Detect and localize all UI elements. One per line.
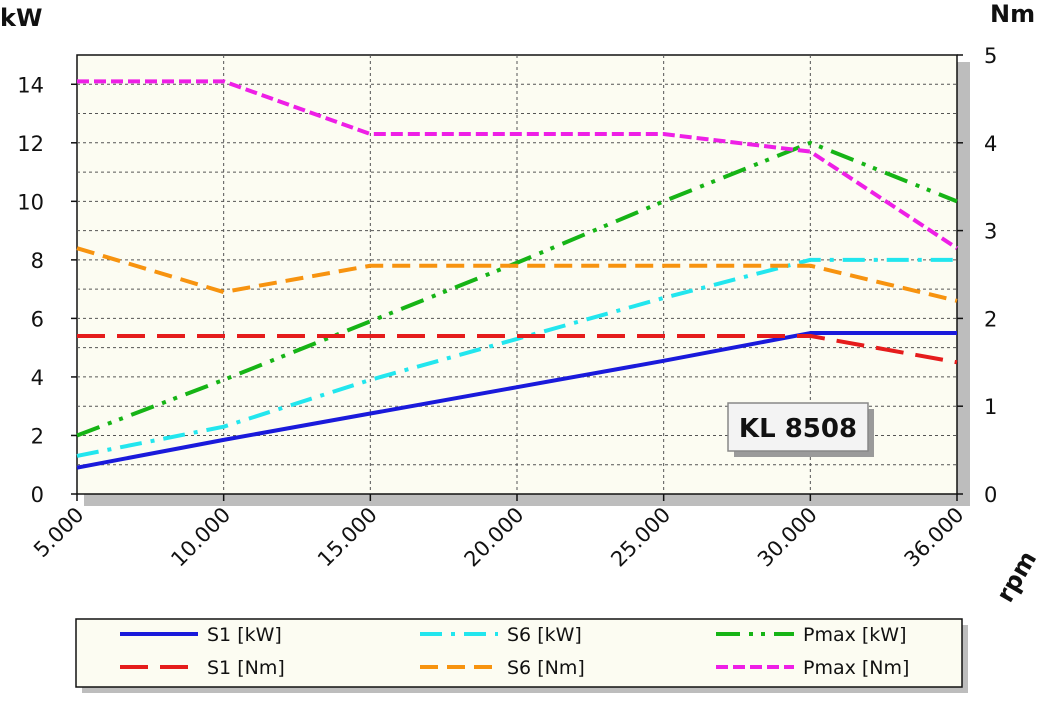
- y-right-tick-label: 2: [984, 307, 997, 331]
- legend-box: [75, 618, 963, 688]
- series-line-0: [76, 331, 957, 470]
- series-line-1: [76, 257, 957, 458]
- y-left-tick-label: 2: [31, 424, 44, 448]
- series-lines: [76, 79, 959, 470]
- x-tick-label: 30.000: [753, 503, 822, 572]
- legend: S1 [kW] S6 [kW] Pmax [kW] S1 [Nm] S6 [Nm] Pma…: [120, 624, 909, 679]
- model-badge-text: KL 8508: [739, 414, 857, 444]
- legend-label: Pmax [Nm]: [803, 657, 909, 679]
- y-right-tick-label: 0: [984, 483, 997, 507]
- y-left-ticks: 0 2 4 6 8 10 12 14: [17, 73, 77, 507]
- series-line-2: [76, 140, 958, 438]
- y-left-tick-label: 14: [17, 73, 44, 97]
- y-right-unit-label: Nm: [990, 0, 1035, 28]
- series-line-4: [76, 246, 958, 303]
- y-left-tick-label: 10: [17, 190, 44, 214]
- legend-label: S6 [kW]: [507, 624, 582, 646]
- y-left-tick-label: 8: [31, 249, 44, 273]
- y-left-tick-label: 6: [31, 307, 44, 331]
- x-tick-label: 15.000: [313, 503, 382, 572]
- y-left-tick-label: 0: [31, 483, 44, 507]
- x-unit-label: rpm: [991, 546, 1039, 607]
- y-right-tick-label: 3: [984, 220, 997, 244]
- y-right-tick-label: 4: [984, 132, 997, 156]
- grid: [77, 55, 957, 494]
- series-line-3: [77, 333, 958, 365]
- y-right-ticks: 0 1 2 3 4 5: [957, 44, 997, 507]
- y-left-tick-label: 12: [17, 132, 44, 156]
- y-right-tick-label: 5: [984, 44, 997, 68]
- x-tick-label: 36.000: [900, 503, 969, 572]
- x-tick-label: 10.000: [166, 503, 235, 572]
- series-line-5: [77, 79, 959, 250]
- y-left-unit-label: kW: [0, 4, 42, 32]
- legend-label: Pmax [kW]: [803, 624, 907, 646]
- y-right-tick-label: 1: [984, 395, 997, 419]
- x-tick-label: 20.000: [460, 503, 529, 572]
- model-badge: KL 8508: [727, 402, 874, 457]
- x-tick-label: 25.000: [606, 503, 675, 572]
- legend-label: S1 [Nm]: [207, 657, 285, 679]
- legend-label: S6 [Nm]: [507, 657, 585, 679]
- legend-label: S1 [kW]: [207, 624, 282, 646]
- y-left-tick-label: 4: [31, 366, 44, 390]
- x-tick-label: 5.000: [29, 503, 88, 562]
